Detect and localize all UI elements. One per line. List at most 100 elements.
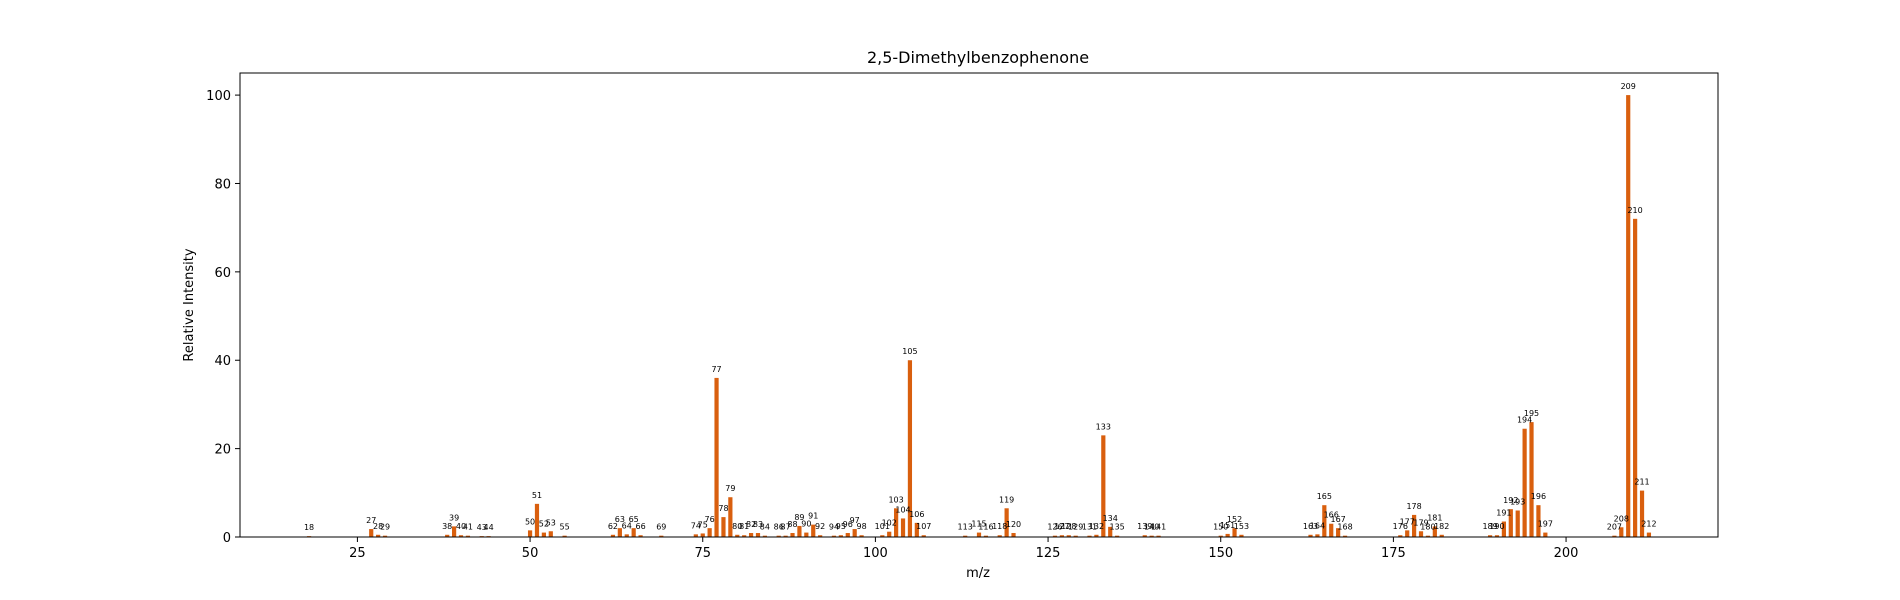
x-tick-label-175: 175 bbox=[1381, 546, 1406, 561]
peak-label-153: 153 bbox=[1234, 522, 1249, 531]
peak-label-51: 51 bbox=[532, 491, 542, 500]
y-tick-label-40: 40 bbox=[214, 354, 231, 369]
peak-bar-76 bbox=[707, 528, 712, 537]
peak-label-87: 87 bbox=[781, 523, 791, 532]
peak-label-181: 181 bbox=[1427, 513, 1442, 522]
peak-bar-180 bbox=[1425, 535, 1431, 537]
peak-bar-95 bbox=[838, 535, 843, 537]
peak-label-77: 77 bbox=[711, 365, 721, 374]
y-tick-label-0: 0 bbox=[223, 531, 231, 546]
peak-label-212: 212 bbox=[1641, 520, 1656, 529]
peak-label-133: 133 bbox=[1096, 422, 1111, 431]
peak-label-120: 120 bbox=[1006, 520, 1021, 529]
peak-label-141: 141 bbox=[1151, 523, 1166, 532]
peak-label-76: 76 bbox=[705, 515, 715, 524]
peak-label-195: 195 bbox=[1524, 409, 1539, 418]
peak-label-95: 95 bbox=[836, 522, 846, 531]
peak-bar-92 bbox=[818, 535, 823, 537]
peak-label-118: 118 bbox=[992, 522, 1007, 531]
peak-label-78: 78 bbox=[718, 504, 728, 513]
peak-bar-88 bbox=[790, 533, 795, 537]
peak-label-98: 98 bbox=[856, 522, 866, 531]
peak-label-91: 91 bbox=[808, 512, 818, 521]
peak-bar-178 bbox=[1412, 514, 1417, 537]
peak-label-84: 84 bbox=[760, 523, 770, 532]
peak-bar-101 bbox=[880, 535, 885, 537]
peak-bar-52 bbox=[541, 532, 546, 537]
peak-bar-194 bbox=[1522, 428, 1527, 537]
peak-bar-207 bbox=[1612, 535, 1617, 537]
peak-bar-191 bbox=[1501, 521, 1506, 537]
peak-label-115: 115 bbox=[971, 520, 986, 529]
peak-label-105: 105 bbox=[902, 347, 917, 356]
peak-label-126: 126 bbox=[1047, 523, 1062, 532]
peak-bar-79 bbox=[728, 497, 733, 537]
peak-label-209: 209 bbox=[1621, 82, 1636, 91]
x-tick-label-25: 25 bbox=[349, 546, 366, 561]
peak-label-38: 38 bbox=[442, 522, 452, 531]
peak-label-39: 39 bbox=[449, 513, 459, 522]
peak-bar-27 bbox=[369, 529, 374, 537]
peak-label-178: 178 bbox=[1406, 502, 1421, 511]
x-tick-label-125: 125 bbox=[1036, 546, 1061, 561]
peak-label-28: 28 bbox=[373, 522, 383, 531]
peak-bar-120 bbox=[1011, 533, 1016, 537]
peak-bar-131 bbox=[1087, 535, 1092, 537]
peak-bar-129 bbox=[1073, 535, 1078, 537]
peak-bar-65 bbox=[631, 528, 636, 537]
peak-bar-196 bbox=[1536, 505, 1541, 537]
peak-label-168: 168 bbox=[1337, 523, 1352, 532]
y-axis-label: Relative Intensity bbox=[182, 248, 197, 361]
peak-bar-66 bbox=[638, 535, 643, 537]
peak-bar-140 bbox=[1149, 535, 1154, 537]
peak-label-182: 182 bbox=[1434, 522, 1449, 531]
peak-bar-80 bbox=[735, 534, 740, 537]
peak-label-97: 97 bbox=[850, 516, 860, 525]
peak-label-116: 116 bbox=[978, 523, 993, 532]
peak-label-128: 128 bbox=[1061, 522, 1076, 531]
peak-bar-135 bbox=[1115, 535, 1120, 537]
peak-label-177: 177 bbox=[1400, 517, 1415, 526]
peak-label-165: 165 bbox=[1317, 492, 1332, 501]
peak-label-194: 194 bbox=[1517, 416, 1532, 425]
peak-label-189: 189 bbox=[1482, 522, 1497, 531]
peak-bar-77 bbox=[714, 377, 719, 537]
peak-bar-128 bbox=[1066, 535, 1071, 537]
peak-label-150: 150 bbox=[1213, 523, 1228, 532]
x-tick-label-50: 50 bbox=[522, 546, 539, 561]
peak-bar-195 bbox=[1529, 422, 1534, 537]
peak-label-191: 191 bbox=[1496, 509, 1511, 518]
peak-bar-53 bbox=[548, 531, 553, 537]
peak-label-94: 94 bbox=[829, 523, 839, 532]
peak-bar-152 bbox=[1232, 528, 1237, 537]
peak-label-53: 53 bbox=[546, 518, 556, 527]
peak-bar-113 bbox=[963, 535, 968, 537]
peak-label-75: 75 bbox=[698, 520, 708, 529]
peak-bar-212 bbox=[1646, 532, 1652, 537]
peak-label-131: 131 bbox=[1082, 523, 1097, 532]
peak-label-92: 92 bbox=[815, 522, 825, 531]
peak-label-89: 89 bbox=[794, 513, 804, 522]
peak-label-207: 207 bbox=[1607, 523, 1622, 532]
peak-bar-141 bbox=[1156, 535, 1161, 537]
peak-bar-139 bbox=[1142, 535, 1147, 537]
peak-label-86: 86 bbox=[774, 523, 784, 532]
peak-label-107: 107 bbox=[916, 522, 931, 531]
peak-bar-126 bbox=[1052, 535, 1058, 537]
peak-label-210: 210 bbox=[1627, 206, 1642, 215]
peak-label-104: 104 bbox=[895, 505, 910, 514]
peak-label-83: 83 bbox=[753, 520, 763, 529]
peak-label-134: 134 bbox=[1103, 514, 1118, 523]
peak-bar-134 bbox=[1108, 526, 1113, 537]
peak-label-18: 18 bbox=[304, 523, 314, 532]
peak-bar-210 bbox=[1633, 218, 1638, 537]
peak-bar-182 bbox=[1439, 534, 1444, 537]
peak-bar-164 bbox=[1315, 534, 1320, 537]
peak-bar-102 bbox=[887, 531, 892, 537]
chart-title: 2,5-Dimethylbenzophenone bbox=[867, 48, 1089, 67]
peak-bar-107 bbox=[921, 535, 926, 537]
peak-label-196: 196 bbox=[1531, 492, 1546, 501]
peak-label-63: 63 bbox=[615, 515, 625, 524]
peak-label-113: 113 bbox=[958, 523, 973, 532]
